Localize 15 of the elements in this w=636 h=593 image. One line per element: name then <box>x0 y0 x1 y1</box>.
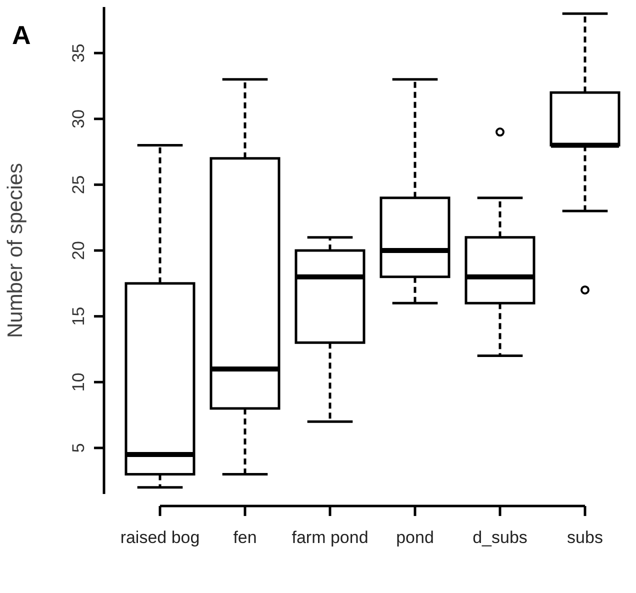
x-tick-label: fen <box>233 528 257 547</box>
x-tick-label: pond <box>396 528 434 547</box>
y-tick-label: 30 <box>68 109 88 128</box>
text: A <box>12 20 31 50</box>
y-tick-label: 25 <box>68 175 88 194</box>
y-tick-label: 35 <box>68 44 88 63</box>
y-tick-label: 5 <box>68 443 88 453</box>
x-tick-label: farm pond <box>292 528 368 547</box>
x-tick-label: subs <box>567 528 603 547</box>
y-tick-label: 10 <box>68 372 88 392</box>
x-tick-label: d_subs <box>472 528 528 547</box>
y-tick-label: 20 <box>68 241 88 260</box>
y-axis-title: Number of species <box>4 162 27 338</box>
x-tick-label: raised bog <box>120 528 200 547</box>
y-tick-label: 15 <box>68 306 88 326</box>
